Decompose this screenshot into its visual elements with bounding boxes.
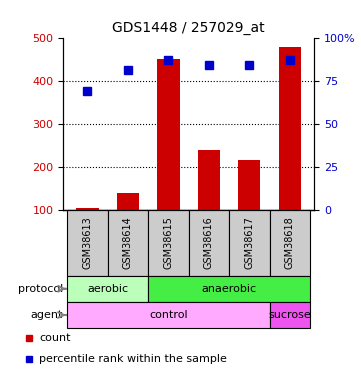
Bar — [270, 302, 310, 328]
Text: anaerobic: anaerobic — [201, 284, 257, 294]
Bar — [238, 160, 260, 210]
Text: control: control — [149, 310, 188, 320]
Bar — [148, 276, 310, 302]
Text: agent: agent — [30, 310, 63, 320]
Text: GSM38615: GSM38615 — [164, 216, 173, 269]
Bar — [157, 59, 179, 210]
Bar — [198, 150, 220, 210]
Text: percentile rank within the sample: percentile rank within the sample — [39, 354, 227, 364]
Text: GSM38614: GSM38614 — [123, 216, 133, 269]
Bar — [67, 210, 108, 276]
Bar — [76, 208, 99, 210]
Text: sucrose: sucrose — [269, 310, 311, 320]
Bar — [67, 276, 148, 302]
Text: GSM38617: GSM38617 — [244, 216, 254, 269]
Text: GSM38613: GSM38613 — [82, 216, 92, 269]
Bar — [189, 210, 229, 276]
Title: GDS1448 / 257029_at: GDS1448 / 257029_at — [112, 21, 265, 35]
Text: count: count — [39, 333, 71, 343]
Bar — [229, 210, 270, 276]
Bar — [108, 210, 148, 276]
Text: GSM38616: GSM38616 — [204, 216, 214, 269]
Text: protocol: protocol — [18, 284, 63, 294]
Bar — [279, 47, 301, 210]
Bar — [148, 210, 189, 276]
Bar — [117, 193, 139, 210]
Text: aerobic: aerobic — [87, 284, 128, 294]
Bar — [270, 210, 310, 276]
Text: GSM38618: GSM38618 — [285, 216, 295, 269]
Bar — [67, 302, 270, 328]
